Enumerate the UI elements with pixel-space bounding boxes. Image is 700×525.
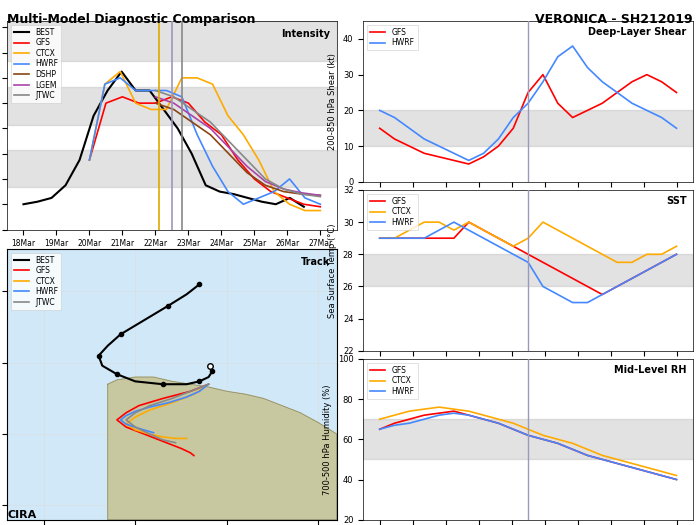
Text: Intensity: Intensity — [281, 29, 330, 39]
Bar — [363, 254, 693, 287]
Bar — [7, 150, 337, 186]
Text: Track: Track — [301, 257, 330, 267]
Bar — [363, 419, 693, 459]
Text: Mid-Level RH: Mid-Level RH — [614, 365, 687, 375]
Text: Multi-Model Diagnostic Comparison: Multi-Model Diagnostic Comparison — [7, 13, 256, 26]
Bar — [363, 110, 693, 146]
Text: SST: SST — [666, 196, 687, 206]
Y-axis label: Sea Surface Temp (°C): Sea Surface Temp (°C) — [328, 223, 337, 318]
Legend: BEST, GFS, CTCX, HWRF, JTWC: BEST, GFS, CTCX, HWRF, JTWC — [10, 253, 62, 310]
Legend: GFS, CTCX, HWRF: GFS, CTCX, HWRF — [367, 363, 417, 399]
Text: CIRA: CIRA — [7, 510, 36, 520]
Polygon shape — [108, 377, 337, 520]
Bar — [7, 21, 337, 61]
Text: VERONICA - SH212019: VERONICA - SH212019 — [536, 13, 693, 26]
Text: Deep-Layer Shear: Deep-Layer Shear — [588, 27, 687, 37]
Y-axis label: 700-500 hPa Humidity (%): 700-500 hPa Humidity (%) — [323, 384, 332, 495]
Bar — [7, 87, 337, 124]
Polygon shape — [108, 388, 126, 396]
Legend: GFS, HWRF: GFS, HWRF — [367, 25, 417, 50]
Y-axis label: 200-850 hPa Shear (kt): 200-850 hPa Shear (kt) — [328, 53, 337, 150]
Legend: GFS, CTCX, HWRF: GFS, CTCX, HWRF — [367, 194, 417, 230]
Legend: BEST, GFS, CTCX, HWRF, DSHP, LGEM, JTWC: BEST, GFS, CTCX, HWRF, DSHP, LGEM, JTWC — [10, 25, 62, 103]
